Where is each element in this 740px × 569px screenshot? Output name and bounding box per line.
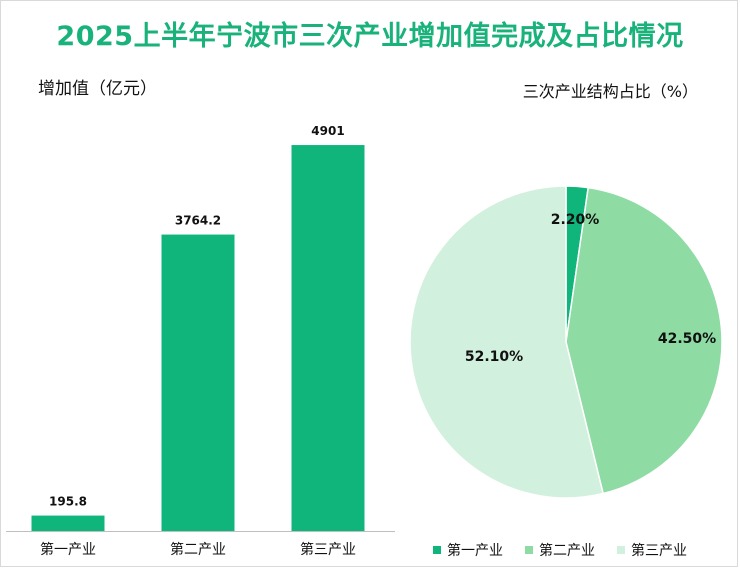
pie-value-label: 42.50% (658, 331, 716, 347)
pie-value-label: 52.10% (465, 349, 523, 365)
pie-slice (409, 185, 605, 499)
x-tick-label: 第三产业 (300, 541, 356, 558)
bar (161, 234, 235, 531)
page-title: 2025上半年宁波市三次产业增加值完成及占比情况 (56, 21, 684, 52)
pie-chart: 2.20% 42.50% 52.10% (409, 185, 723, 499)
bar (291, 145, 365, 531)
legend-item: 第三产业 (617, 540, 687, 560)
pie-legend: 第一产业 第二产业 第三产业 (433, 540, 687, 560)
legend-label: 第二产业 (539, 543, 595, 559)
legend-item: 第二产业 (525, 540, 595, 560)
bar (31, 515, 105, 531)
bar-value-label: 3764.2 (175, 214, 221, 228)
legend-label: 第三产业 (631, 543, 687, 559)
legend-item: 第一产业 (433, 540, 503, 560)
bar-chart-title: 增加值（亿元） (38, 79, 157, 99)
pie-value-label: 2.20% (551, 212, 600, 228)
x-tick-label: 第一产业 (40, 541, 96, 558)
bar-value-label: 195.8 (49, 495, 87, 509)
x-tick-label: 第二产业 (170, 541, 226, 558)
legend-swatch (433, 546, 441, 554)
legend-label: 第一产业 (447, 543, 503, 559)
legend-swatch (525, 546, 533, 554)
pie-chart-title: 三次产业结构占比（%） (522, 82, 698, 101)
bar-chart: 195.8 第一产业 3764.2 第二产业 4901 第三产业 (6, 124, 395, 558)
bar-value-label: 4901 (311, 124, 344, 138)
pie-slice (565, 186, 723, 495)
legend-swatch (617, 546, 625, 554)
